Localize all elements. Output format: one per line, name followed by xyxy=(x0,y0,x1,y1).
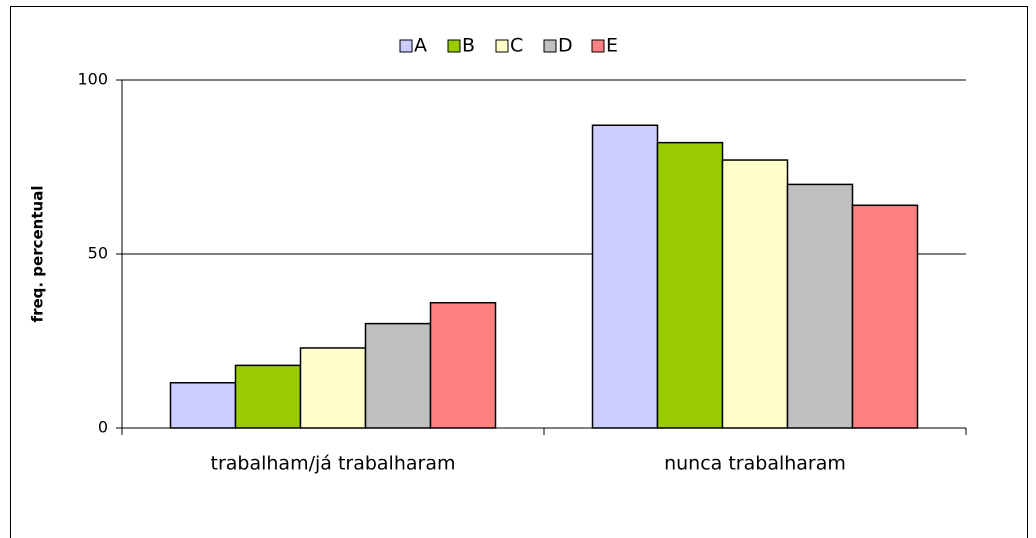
legend-label: E xyxy=(606,35,618,57)
chart-frame xyxy=(10,6,1028,538)
y-tick-label: 100 xyxy=(77,70,108,89)
y-tick-label: 50 xyxy=(88,244,108,263)
bar xyxy=(234,364,302,429)
bar xyxy=(851,204,919,429)
legend-swatch xyxy=(543,39,557,53)
legend-swatch xyxy=(495,39,509,53)
y-axis-label: freq. percentual xyxy=(29,186,47,323)
x-tick-label: nunca trabalharam xyxy=(664,453,846,475)
bar xyxy=(169,382,237,429)
x-tick-label: trabalham/já trabalharam xyxy=(211,453,456,475)
bar xyxy=(591,124,659,429)
y-tick-label: 0 xyxy=(98,418,108,437)
bar xyxy=(656,141,724,429)
bar xyxy=(364,322,432,429)
legend-swatch xyxy=(447,39,461,53)
legend-label: B xyxy=(462,35,475,57)
bar xyxy=(786,183,854,429)
legend-label: D xyxy=(558,35,573,57)
legend-label: C xyxy=(510,35,523,57)
legend-label: A xyxy=(414,35,427,57)
legend-swatch xyxy=(399,39,413,53)
bar xyxy=(429,301,497,429)
bar xyxy=(721,159,789,429)
legend-swatch xyxy=(591,39,605,53)
bar xyxy=(299,347,367,429)
